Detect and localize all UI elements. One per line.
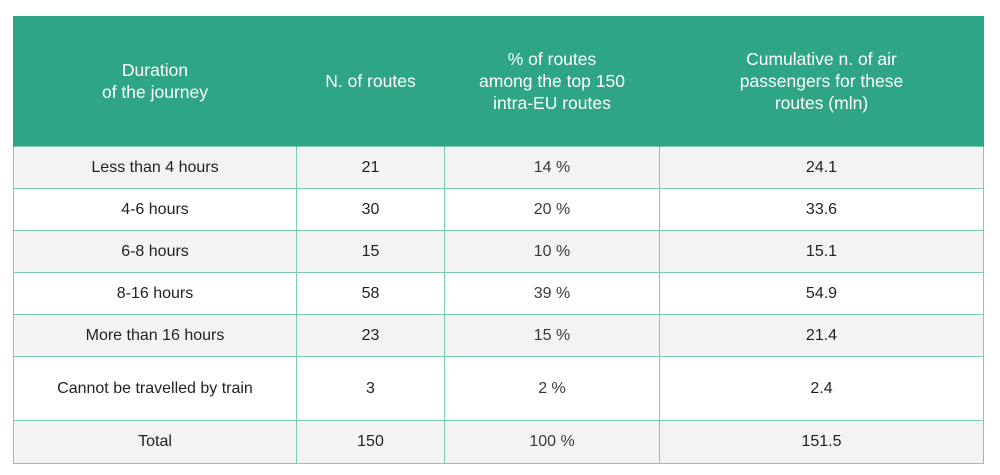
cell-passengers: 24.1 xyxy=(659,146,984,189)
cell-routes: 15 xyxy=(296,230,445,273)
total-passengers: 151.5 xyxy=(659,420,984,464)
total-percent: 100 % xyxy=(444,420,660,464)
header-duration: Duration of the journey xyxy=(13,16,297,147)
table-row: Less than 4 hours 21 14 % 24.1 xyxy=(13,146,984,189)
header-duration-label: Duration of the journey xyxy=(101,60,209,102)
cell-percent: 14 % xyxy=(444,146,660,189)
cell-routes: 23 xyxy=(296,314,445,357)
cell-duration: More than 16 hours xyxy=(13,314,297,357)
header-passengers-label: Cumulative n. of air passengers for thes… xyxy=(739,49,904,113)
cell-routes: 21 xyxy=(296,146,445,189)
table-row: Cannot be travelled by train 3 2 % 2.4 xyxy=(13,356,984,421)
cell-passengers: 54.9 xyxy=(659,272,984,315)
cell-passengers: 21.4 xyxy=(659,314,984,357)
header-routes: N. of routes xyxy=(296,16,445,147)
table-row: 6-8 hours 15 10 % 15.1 xyxy=(13,230,984,273)
cell-percent: 15 % xyxy=(444,314,660,357)
total-row: Total 150 100 % 151.5 xyxy=(13,420,984,464)
table-header: Duration of the journey N. of routes % o… xyxy=(13,16,984,147)
cell-routes: 30 xyxy=(296,188,445,231)
table-row: More than 16 hours 23 15 % 21.4 xyxy=(13,314,984,357)
cell-routes: 3 xyxy=(296,356,445,421)
cell-percent: 39 % xyxy=(444,272,660,315)
cell-passengers: 2.4 xyxy=(659,356,984,421)
cell-routes: 58 xyxy=(296,272,445,315)
header-passengers: Cumulative n. of air passengers for thes… xyxy=(659,16,984,147)
routes-table: Duration of the journey N. of routes % o… xyxy=(13,16,984,464)
cell-passengers: 15.1 xyxy=(659,230,984,273)
cell-duration: 6-8 hours xyxy=(13,230,297,273)
cell-passengers: 33.6 xyxy=(659,188,984,231)
cell-duration: 4-6 hours xyxy=(13,188,297,231)
cell-percent: 2 % xyxy=(444,356,660,421)
header-routes-label: N. of routes xyxy=(325,71,416,91)
cell-duration: Less than 4 hours xyxy=(13,146,297,189)
total-routes: 150 xyxy=(296,420,445,464)
total-label: Total xyxy=(13,420,297,464)
cell-duration: 8-16 hours xyxy=(13,272,297,315)
table-body: Less than 4 hours 21 14 % 24.1 4-6 hours… xyxy=(13,146,984,464)
cell-duration: Cannot be travelled by train xyxy=(13,356,297,421)
cell-percent: 10 % xyxy=(444,230,660,273)
table-row: 8-16 hours 58 39 % 54.9 xyxy=(13,272,984,315)
header-row: Duration of the journey N. of routes % o… xyxy=(13,16,984,147)
routes-table-container: Duration of the journey N. of routes % o… xyxy=(13,16,984,464)
header-percent: % of routes among the top 150 intra-EU r… xyxy=(444,16,660,147)
cell-percent: 20 % xyxy=(444,188,660,231)
header-percent-label: % of routes among the top 150 intra-EU r… xyxy=(479,49,625,113)
table-row: 4-6 hours 30 20 % 33.6 xyxy=(13,188,984,231)
